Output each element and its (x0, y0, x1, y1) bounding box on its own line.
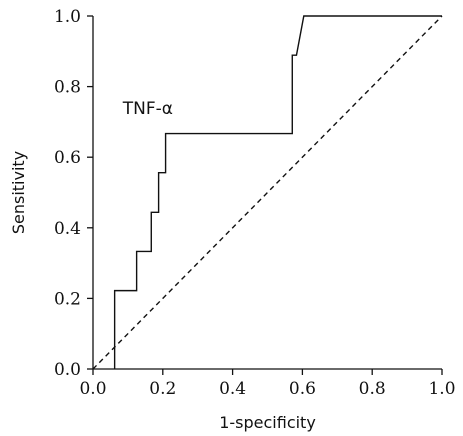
roc-curve-1 (113, 15, 442, 369)
y-tick-label: 0.8 (54, 78, 81, 98)
curve-annotation: TNF-α (122, 99, 173, 119)
chart-labels: 1-specificity Sensitivity (9, 151, 316, 432)
y-axis-label: Sensitivity (9, 151, 28, 234)
x-tick-label: 0.2 (149, 379, 176, 399)
y-tick-label: 0.6 (54, 148, 81, 168)
x-axis-label: 1-specificity (219, 413, 316, 432)
y-tick-label: 0.2 (54, 289, 81, 309)
y-tick-label: 0.0 (54, 360, 81, 380)
x-tick-label: 0.8 (359, 379, 386, 399)
plot-area: TNF-α (92, 15, 443, 370)
y-tick-label: 0.4 (54, 219, 81, 239)
x-tick-label: 0.6 (289, 379, 316, 399)
y-tick-label: 1.0 (54, 7, 81, 27)
x-tick-label: 0.4 (219, 379, 246, 399)
axes: 0.0 0.2 0.4 0.6 0.8 1.0 0.0 0.2 0.4 0.6 0.8 1.0 (54, 7, 456, 399)
x-tick-label: 1.0 (428, 379, 455, 399)
reference-diagonal-line (92, 15, 443, 370)
x-tick-label: 0.0 (79, 379, 106, 399)
